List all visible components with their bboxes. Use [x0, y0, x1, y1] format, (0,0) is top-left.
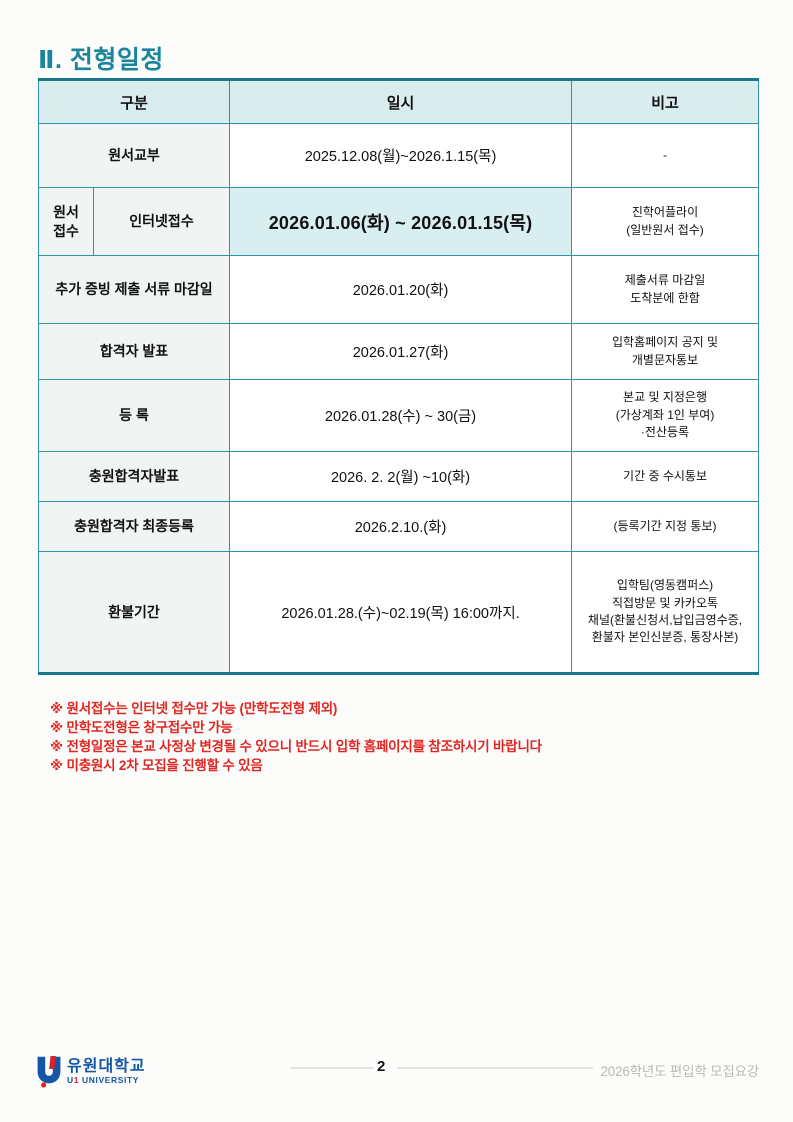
footnotes: ※ 원서접수는 인터넷 접수만 가능 (만학도전형 제외) ※ 만학도전형은 창…	[50, 699, 542, 775]
footer-caption: 2026학년도 편입학 모집요강	[600, 1064, 759, 1079]
university-logo-text: 유원대학교 U1 UNIVERSITY	[67, 1057, 146, 1086]
table-row: 원서교부 2025.12.08(월)~2026.1.15(목) -	[37, 123, 760, 188]
row-note: 진학어플라이 (일반원서 접수)	[571, 187, 760, 256]
row-note: 기간 중 수시통보	[571, 451, 760, 502]
table-row: 환불기간 2026.01.28.(수)~02.19(목) 16:00까지. 입학…	[37, 551, 760, 674]
row-note: -	[571, 123, 760, 188]
table-row: 등 록 2026.01.28(수) ~ 30(금) 본교 및 지정은행 (가상계…	[37, 379, 760, 452]
row-label: 환불기간	[37, 551, 231, 674]
schedule-table: 구분 일시 비고 원서교부 2025.12.08(월)~2026.1.15(목)…	[37, 78, 760, 675]
row-label: 인터넷접수	[92, 187, 231, 256]
footnote: ※ 만학도전형은 창구접수만 가능	[50, 720, 233, 735]
page-title: Ⅱ. 전형일정	[38, 46, 164, 74]
row-note: 입학팀(영동캠퍼스) 직접방문 및 카카오톡 채널(환불신청서,납입금영수증, …	[571, 551, 760, 674]
footnote: ※ 미충원시 2차 모집을 진행할 수 있음	[50, 758, 263, 773]
university-name-kr: 유원대학교	[67, 1057, 146, 1075]
footnote: ※ 전형일정은 본교 사정상 변경될 수 있으니 반드시 입학 홈페이지를 참조…	[50, 739, 542, 754]
row-date: 2026. 2. 2(월) ~10(화)	[229, 451, 573, 502]
logo-en-u: U	[67, 1075, 74, 1086]
footer-divider-line	[290, 1067, 374, 1069]
row-date: 2026.01.20(화)	[229, 255, 573, 324]
row-note: 입학홈페이지 공지 및 개별문자통보	[571, 323, 760, 380]
university-logo-icon	[36, 1056, 62, 1088]
table-row: 충원합격자발표 2026. 2. 2(월) ~10(화) 기간 중 수시통보	[37, 451, 760, 502]
table-header-row: 구분 일시 비고	[37, 79, 760, 124]
row-date: 2026.01.28(수) ~ 30(금)	[229, 379, 573, 452]
row-note: 본교 및 지정은행 (가상계좌 1인 부여) ·전산등록	[571, 379, 760, 452]
row-date: 2026.2.10.(화)	[229, 501, 573, 552]
university-name-en: U1 UNIVERSITY	[67, 1075, 146, 1085]
table-row: 합격자 발표 2026.01.27(화) 입학홈페이지 공지 및 개별문자통보	[37, 323, 760, 380]
page-footer: 유원대학교 U1 UNIVERSITY 2 2026학년도 편입학 모집요강	[0, 1050, 793, 1100]
row-date: 2025.12.08(월)~2026.1.15(목)	[229, 123, 573, 188]
header-remark: 비고	[571, 79, 760, 124]
university-logo: 유원대학교 U1 UNIVERSITY	[36, 1056, 146, 1088]
row-note: (등록기간 지정 통보)	[571, 501, 760, 552]
table-row: 원서 접수 인터넷접수 2026.01.06(화) ~ 2026.01.15(목…	[38, 187, 760, 256]
table-row: 추가 증빙 제출 서류 마감일 2026.01.20(화) 제출서류 마감일 도…	[37, 255, 760, 324]
row-label: 합격자 발표	[37, 323, 231, 380]
row-label: 충원합격자 최종등록	[37, 501, 231, 552]
logo-en-one: 1	[73, 1075, 80, 1086]
row-label: 추가 증빙 제출 서류 마감일	[37, 255, 231, 324]
footnote: ※ 원서접수는 인터넷 접수만 가능 (만학도전형 제외)	[50, 701, 338, 716]
header-datetime: 일시	[229, 79, 573, 124]
row-note: 제출서류 마감일 도착분에 한함	[571, 255, 760, 324]
row-date-highlighted: 2026.01.06(화) ~ 2026.01.15(목)	[229, 187, 573, 256]
table-row: 충원합격자 최종등록 2026.2.10.(화) (등록기간 지정 통보)	[37, 501, 760, 552]
logo-en-rest: UNIVERSITY	[79, 1075, 140, 1086]
row-label-group: 원서 접수	[38, 187, 94, 256]
footer-divider-line	[397, 1067, 593, 1069]
row-label: 충원합격자발표	[37, 451, 231, 502]
row-label: 등 록	[37, 379, 231, 452]
header-category: 구분	[37, 79, 231, 124]
page-number: 2	[377, 1058, 386, 1075]
row-date: 2026.01.27(화)	[229, 323, 573, 380]
row-label: 원서교부	[37, 123, 231, 188]
row-date: 2026.01.28.(수)~02.19(목) 16:00까지.	[229, 551, 573, 674]
